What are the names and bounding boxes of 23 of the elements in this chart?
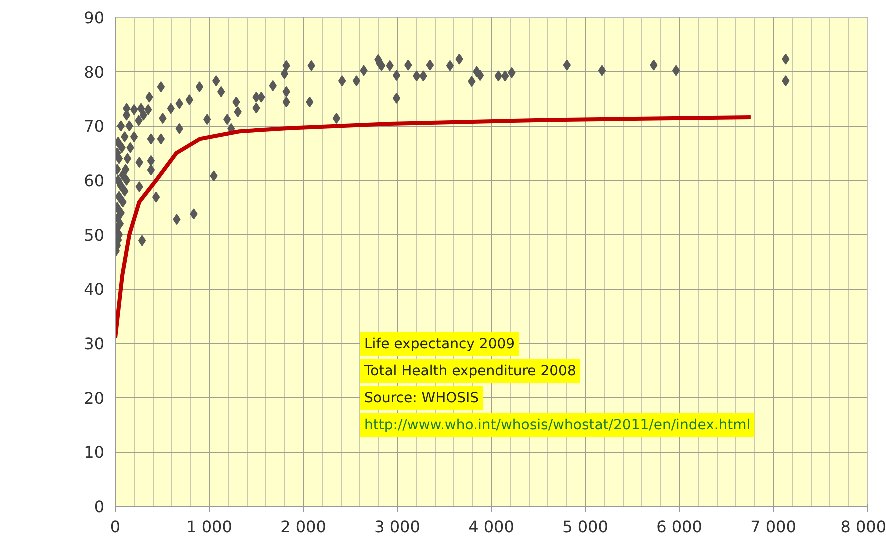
y-tick-label: 20: [84, 388, 104, 408]
x-tick-label: 3 000: [374, 518, 420, 536]
x-tick-label: 7 000: [750, 518, 796, 536]
annotation: Total Health expenditure 2008: [364, 364, 576, 380]
annotation: http://www.who.int/whosis/whostat/2011/en/index.html: [364, 418, 751, 434]
x-tick-label: 8 000: [840, 518, 886, 536]
x-tick-label: 6 000: [656, 518, 702, 536]
y-tick-label: 80: [84, 62, 104, 82]
x-tick-label: 1 000: [186, 518, 232, 536]
annotation: Life expectancy 2009: [364, 336, 516, 352]
y-tick-label: 0: [94, 498, 105, 516]
annotation: Source: WHOSIS: [364, 390, 480, 406]
x-tick-label: 5 000: [562, 518, 608, 536]
y-tick-label: 50: [84, 226, 104, 245]
y-tick-label: 40: [84, 280, 104, 300]
x-tick-label: 0: [110, 518, 121, 536]
y-tick-label: 70: [84, 117, 104, 136]
x-tick-label: 2 000: [280, 518, 326, 536]
x-tick-label: 4 000: [468, 518, 514, 536]
y-tick-label: 60: [84, 172, 104, 190]
y-tick-label: 10: [84, 443, 104, 462]
y-tick-label: 30: [84, 334, 104, 354]
y-tick-label: 90: [84, 8, 104, 28]
